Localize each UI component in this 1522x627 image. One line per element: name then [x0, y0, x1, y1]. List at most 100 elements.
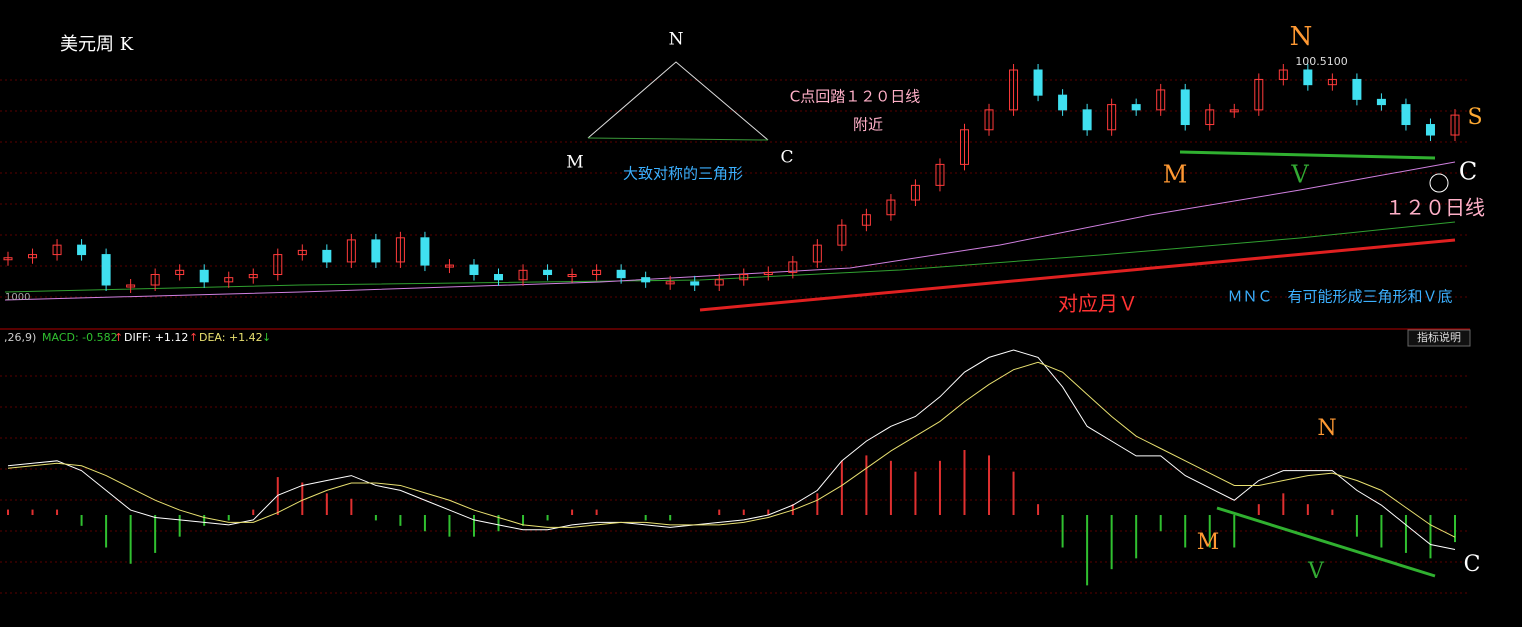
annotation: ＭＮＣ 有可能形成三角形和Ｖ底: [1227, 288, 1452, 306]
candle: [1131, 104, 1141, 111]
candle: [910, 184, 920, 201]
annotation: V: [1307, 559, 1325, 584]
candle: [1107, 104, 1117, 131]
annotation: M: [566, 153, 583, 173]
annotation: M: [1163, 161, 1188, 189]
candle: [518, 269, 528, 281]
trend-line: [699, 238, 1456, 312]
triangle: [587, 61, 769, 141]
annotation: C: [780, 148, 793, 168]
candle: [763, 271, 773, 276]
candle: [1156, 89, 1166, 111]
macd-header: ↓: [262, 331, 271, 344]
indicator-help-button[interactable]: 指标说明: [1417, 330, 1461, 344]
candle: [469, 264, 479, 276]
annotation: M: [1197, 530, 1220, 555]
marks: [3, 64, 1460, 586]
annotation: 对应月Ｖ: [1058, 292, 1138, 316]
layout: [0, 79, 1470, 594]
candle: [567, 274, 577, 278]
candle: [346, 239, 356, 263]
chart-title: 美元周 K: [60, 34, 134, 55]
candle: [886, 199, 896, 216]
candle: [935, 163, 945, 186]
annotation: １２０日线: [1385, 196, 1485, 220]
macd-header: ↑: [189, 331, 198, 344]
candle: [28, 254, 38, 259]
candle: [297, 249, 307, 256]
candle: [248, 274, 258, 279]
ma120-line: [4, 161, 1456, 301]
candle: [101, 254, 111, 286]
candle: [1009, 69, 1019, 111]
candle: [494, 274, 504, 281]
candle: [788, 261, 798, 273]
candle: [1450, 114, 1460, 136]
candle: [861, 214, 871, 226]
candle: [1401, 104, 1411, 126]
candle: [175, 269, 185, 276]
macd-line: [7, 361, 1456, 538]
candle: [420, 237, 430, 266]
candle: [77, 244, 87, 256]
candle: [1425, 124, 1435, 136]
annotation: C点回踏１２０日线: [790, 88, 920, 106]
candle: [371, 239, 381, 263]
candle: [395, 237, 405, 263]
candle: [1082, 109, 1092, 131]
candle: [322, 249, 332, 263]
candle: [837, 224, 847, 246]
candle: [52, 244, 62, 256]
annotation: C: [1464, 552, 1481, 577]
annotation: 大致对称的三角形: [623, 165, 743, 183]
candle: [1205, 109, 1215, 126]
candle: [1352, 78, 1362, 100]
edge-label: 1000: [5, 292, 30, 303]
macd-line: [7, 349, 1456, 550]
annotation: N: [669, 30, 684, 50]
candle: [273, 254, 283, 276]
candle: [641, 277, 651, 283]
annotation: C: [1459, 158, 1477, 186]
candle: [739, 274, 749, 281]
candle: [1327, 78, 1337, 86]
candle: [984, 109, 994, 131]
candle: [1180, 89, 1190, 126]
candle: [1229, 109, 1239, 113]
candle: [1376, 98, 1386, 106]
candle: [1303, 69, 1313, 86]
annotation: S: [1467, 105, 1482, 130]
macd-header: MACD: -0.582: [42, 331, 118, 344]
candle: [812, 244, 822, 263]
candle: [1058, 94, 1068, 111]
candle: [199, 269, 209, 283]
triangle-base: [587, 137, 769, 141]
macd-header: DEA: +1.42: [199, 331, 263, 344]
candle: [690, 281, 700, 286]
macd-header: DIFF: +1.12: [124, 331, 188, 344]
candle: [1254, 78, 1264, 111]
annotation: 附近: [853, 116, 883, 134]
candle: [126, 284, 136, 288]
candle: [959, 129, 969, 165]
annotation: V: [1290, 161, 1309, 189]
candle: [444, 264, 454, 268]
macd-header: ↑: [114, 331, 123, 344]
annotation: N: [1317, 416, 1336, 441]
peak-label: 100.5100: [1295, 55, 1348, 68]
ma-line: [4, 221, 1456, 293]
candle: [665, 281, 675, 285]
candle: [543, 269, 553, 276]
candle: [1033, 69, 1043, 96]
annotation: N: [1290, 22, 1313, 52]
candle: [616, 269, 626, 279]
candle: [592, 269, 602, 276]
candle: [224, 277, 234, 283]
button-frame[interactable]: [1407, 329, 1471, 347]
candle: [150, 274, 160, 286]
macd-trend: [1216, 506, 1436, 578]
candle: [3, 257, 13, 261]
macd-header: ,26,9): [4, 331, 36, 344]
